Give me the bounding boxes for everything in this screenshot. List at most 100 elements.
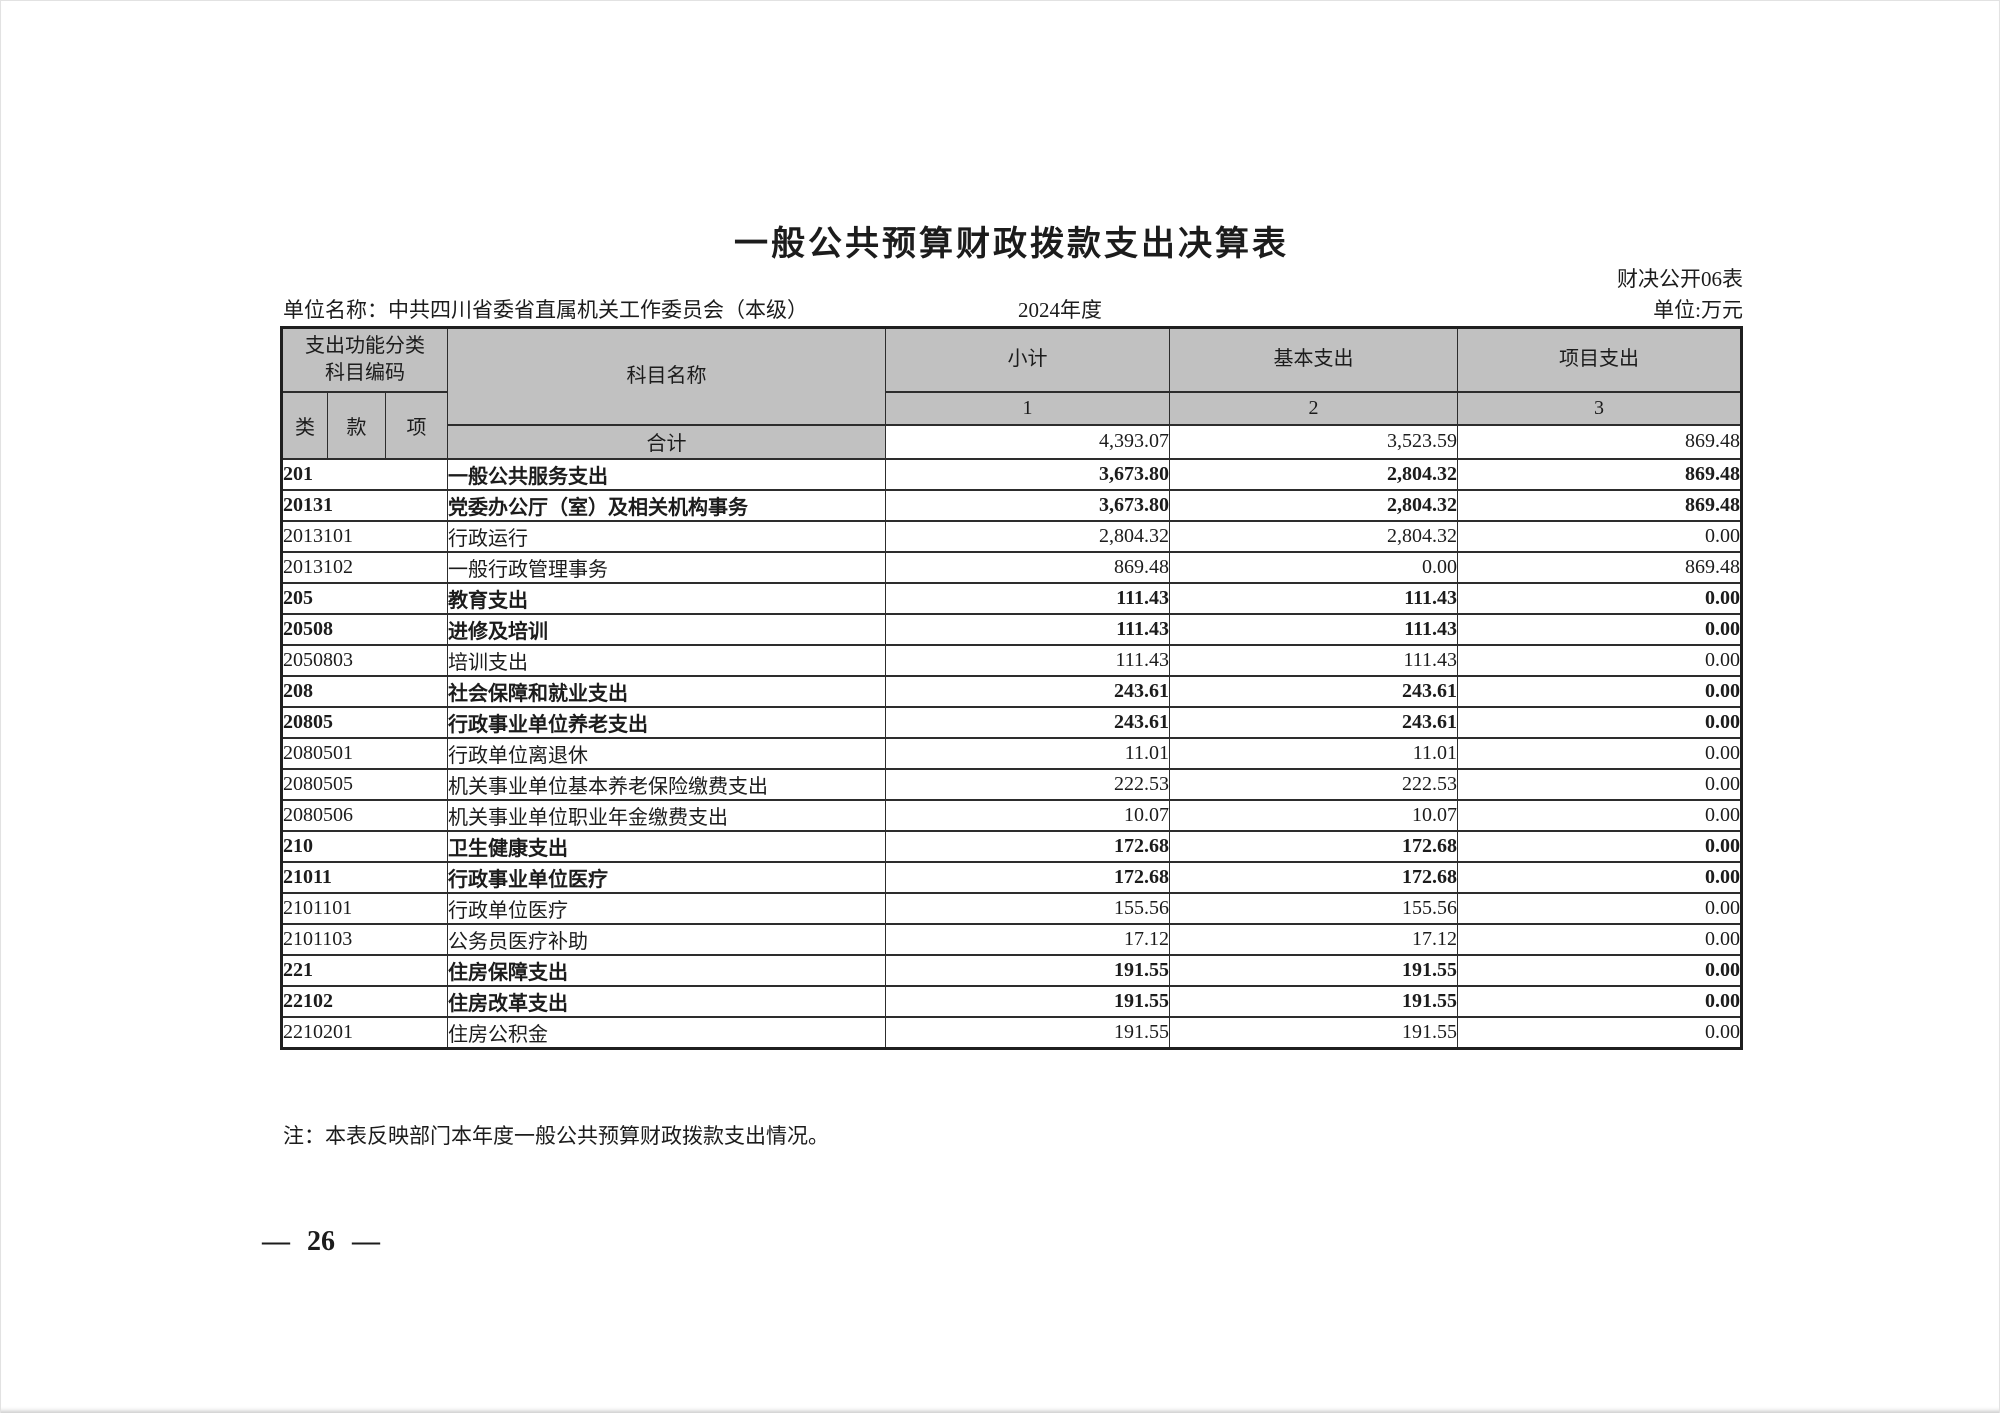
header-col-index-2: 2 (1169, 390, 1459, 426)
header-code-group-line1: 支出功能分类 (305, 334, 426, 357)
row-subtotal: 111.43 (885, 643, 1171, 677)
row-name: 住房保障支出 (447, 953, 887, 987)
row-project: 869.48 (1457, 457, 1742, 491)
fiscal-year-label: 2024年度 (1018, 298, 1102, 322)
row-code: 2101103 (280, 922, 449, 956)
row-project: 0.00 (1457, 984, 1742, 1018)
row-code: 2210201 (280, 1015, 449, 1049)
row-subtotal: 3,673.80 (885, 457, 1171, 491)
row-subtotal: 155.56 (885, 891, 1171, 925)
row-code: 20805 (280, 705, 449, 739)
row-code: 22102 (280, 984, 449, 1018)
row-project: 0.00 (1457, 922, 1742, 956)
table-row: 210 卫生健康支出 172.68 172.68 0.00 (280, 829, 1742, 863)
expenditure-table: 支出功能分类 科目编码 科目名称 小计 基本支出 项目支出 类 款 项 1 2 … (280, 326, 1743, 1050)
row-name: 住房公积金 (447, 1015, 887, 1049)
row-project: 0.00 (1457, 519, 1742, 553)
row-name: 机关事业单位基本养老保险缴费支出 (447, 767, 887, 801)
table-header-row-1: 支出功能分类 科目编码 科目名称 小计 基本支出 项目支出 (280, 326, 1742, 426)
row-code: 2080505 (280, 767, 449, 801)
row-name: 培训支出 (447, 643, 887, 677)
table-row: 2050803 培训支出 111.43 111.43 0.00 (280, 643, 1742, 677)
row-project: 0.00 (1457, 705, 1742, 739)
row-code: 20131 (280, 488, 449, 522)
row-code: 210 (280, 829, 449, 863)
row-name: 行政单位医疗 (447, 891, 887, 925)
row-code: 2080506 (280, 798, 449, 832)
header-col-section: 款 (327, 390, 386, 460)
header-code-group: 支出功能分类 科目编码 (280, 326, 449, 393)
row-subtotal: 243.61 (885, 674, 1171, 708)
row-code: 205 (280, 581, 449, 615)
row-basic: 191.55 (1169, 984, 1459, 1018)
row-name: 卫生健康支出 (447, 829, 887, 863)
row-basic: 172.68 (1169, 829, 1459, 863)
table-row: 2080501 行政单位离退休 11.01 11.01 0.00 (280, 736, 1742, 770)
row-project: 0.00 (1457, 860, 1742, 894)
row-basic: 0.00 (1169, 550, 1459, 584)
row-name: 教育支出 (447, 581, 887, 615)
row-project: 0.00 (1457, 953, 1742, 987)
table-row: 201 一般公共服务支出 3,673.80 2,804.32 869.48 (280, 457, 1742, 491)
header-subject-name: 科目名称 (447, 326, 887, 426)
row-code: 21011 (280, 860, 449, 894)
table-row: 208 社会保障和就业支出 243.61 243.61 0.00 (280, 674, 1742, 708)
row-subtotal: 191.55 (885, 1015, 1171, 1049)
header-col-project: 项目支出 (1457, 326, 1742, 393)
row-name: 行政事业单位养老支出 (447, 705, 887, 739)
table-note: 注：本表反映部门本年度一般公共预算财政拨款支出情况。 (283, 1124, 829, 1148)
row-code: 208 (280, 674, 449, 708)
row-basic: 155.56 (1169, 891, 1459, 925)
row-name: 行政运行 (447, 519, 887, 553)
header-col-index-1: 1 (885, 390, 1171, 426)
row-project: 869.48 (1457, 550, 1742, 584)
row-subtotal: 191.55 (885, 953, 1171, 987)
table-row-total: 合计 4,393.07 3,523.59 869.48 (282, 423, 1742, 460)
row-basic: 111.43 (1169, 643, 1459, 677)
row-code: 2101101 (280, 891, 449, 925)
row-name: 党委办公厅（室）及相关机构事务 (447, 488, 887, 522)
total-basic: 3,523.59 (1169, 423, 1459, 460)
row-code: 221 (280, 953, 449, 987)
header-col-basic: 基本支出 (1169, 326, 1459, 393)
row-basic: 11.01 (1169, 736, 1459, 770)
header-col-index-3: 3 (1457, 390, 1742, 426)
row-name: 社会保障和就业支出 (447, 674, 887, 708)
row-subtotal: 243.61 (885, 705, 1171, 739)
row-basic: 191.55 (1169, 1015, 1459, 1049)
page-title: 一般公共预算财政拨款支出决算表 (734, 226, 1289, 263)
row-project: 0.00 (1457, 736, 1742, 770)
row-name: 机关事业单位职业年金缴费支出 (447, 798, 887, 832)
row-subtotal: 11.01 (885, 736, 1171, 770)
row-basic: 243.61 (1169, 705, 1459, 739)
row-basic: 243.61 (1169, 674, 1459, 708)
table-header-row-2: 类 款 项 1 2 3 (281, 390, 1742, 460)
row-subtotal: 172.68 (885, 860, 1171, 894)
row-basic: 17.12 (1169, 922, 1459, 956)
row-subtotal: 222.53 (885, 767, 1171, 801)
row-name: 一般行政管理事务 (447, 550, 887, 584)
row-basic: 172.68 (1169, 860, 1459, 894)
row-code: 20508 (280, 612, 449, 646)
row-basic: 222.53 (1169, 767, 1459, 801)
row-basic: 111.43 (1169, 581, 1459, 615)
row-subtotal: 172.68 (885, 829, 1171, 863)
row-subtotal: 10.07 (885, 798, 1171, 832)
row-project: 0.00 (1457, 1015, 1742, 1049)
total-project: 869.48 (1457, 423, 1742, 460)
table-row: 2013102 一般行政管理事务 869.48 0.00 869.48 (280, 550, 1742, 584)
table-row: 2080506 机关事业单位职业年金缴费支出 10.07 10.07 0.00 (280, 798, 1742, 832)
row-project: 0.00 (1457, 829, 1742, 863)
header-code-group-line2: 科目编码 (325, 361, 406, 384)
row-subtotal: 17.12 (885, 922, 1171, 956)
row-name: 住房改革支出 (447, 984, 887, 1018)
header-col-subtotal: 小计 (885, 326, 1171, 393)
row-name: 公务员医疗补助 (447, 922, 887, 956)
page-number: — 26 — (262, 1226, 380, 1257)
table-row: 2101101 行政单位医疗 155.56 155.56 0.00 (280, 891, 1742, 925)
row-project: 0.00 (1457, 643, 1742, 677)
row-code: 201 (280, 457, 449, 491)
row-name: 进修及培训 (447, 612, 887, 646)
row-code: 2013102 (280, 550, 449, 584)
